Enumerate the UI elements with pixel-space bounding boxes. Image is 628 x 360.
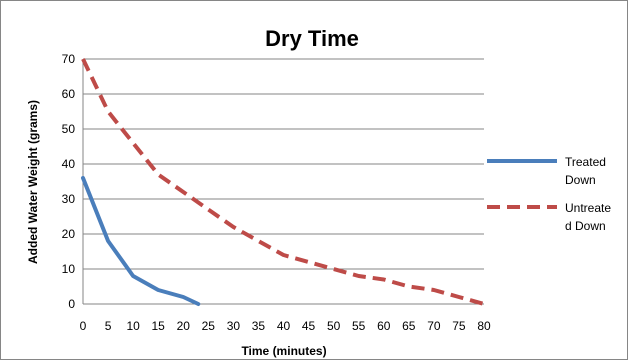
x-tick-label: 65 [402,319,416,333]
series-line-treated-down [81,176,201,306]
legend: Treated Down Untreate d Down [487,155,611,233]
x-tick-label: 45 [302,319,316,333]
x-tick-label: 25 [202,319,216,333]
x-axis-ticks: 0 5 10 15 20 25 30 35 40 45 50 55 60 65 70 75 80 [80,319,491,333]
y-axis-ticks: 0 10 20 30 40 50 60 70 [62,52,76,311]
y-tick-label: 10 [62,262,76,276]
x-tick-label: 55 [352,319,366,333]
y-tick-label: 40 [62,157,76,171]
chart-title: Dry Time [265,26,359,51]
y-tick-label: 20 [62,227,76,241]
x-tick-label: 40 [277,319,291,333]
legend-label: d Down [565,219,606,233]
y-tick-label: 70 [62,52,76,66]
y-tick-label: 0 [68,297,75,311]
series-line-untreated-down [81,58,485,306]
x-tick-label: 15 [152,319,166,333]
x-tick-label: 60 [377,319,391,333]
x-tick-label: 30 [227,319,241,333]
x-tick-label: 70 [427,319,441,333]
y-axis-title: Added Water Weight (grams) [26,100,40,264]
y-tick-label: 60 [62,87,76,101]
legend-label: Treated [565,155,606,169]
x-tick-label: 5 [105,319,112,333]
x-tick-label: 75 [452,319,466,333]
legend-label: Down [565,173,596,187]
x-tick-label: 35 [252,319,266,333]
series-lines [81,58,485,306]
x-tick-label: 10 [126,319,140,333]
x-axis-title: Time (minutes) [241,344,326,358]
x-tick-label: 0 [80,319,87,333]
x-tick-label: 20 [177,319,191,333]
y-tick-label: 30 [62,192,76,206]
y-tick-label: 50 [62,122,76,136]
x-tick-label: 50 [327,319,341,333]
legend-label: Untreate [565,201,611,215]
x-tick-label: 80 [477,319,491,333]
gridlines [82,58,484,305]
